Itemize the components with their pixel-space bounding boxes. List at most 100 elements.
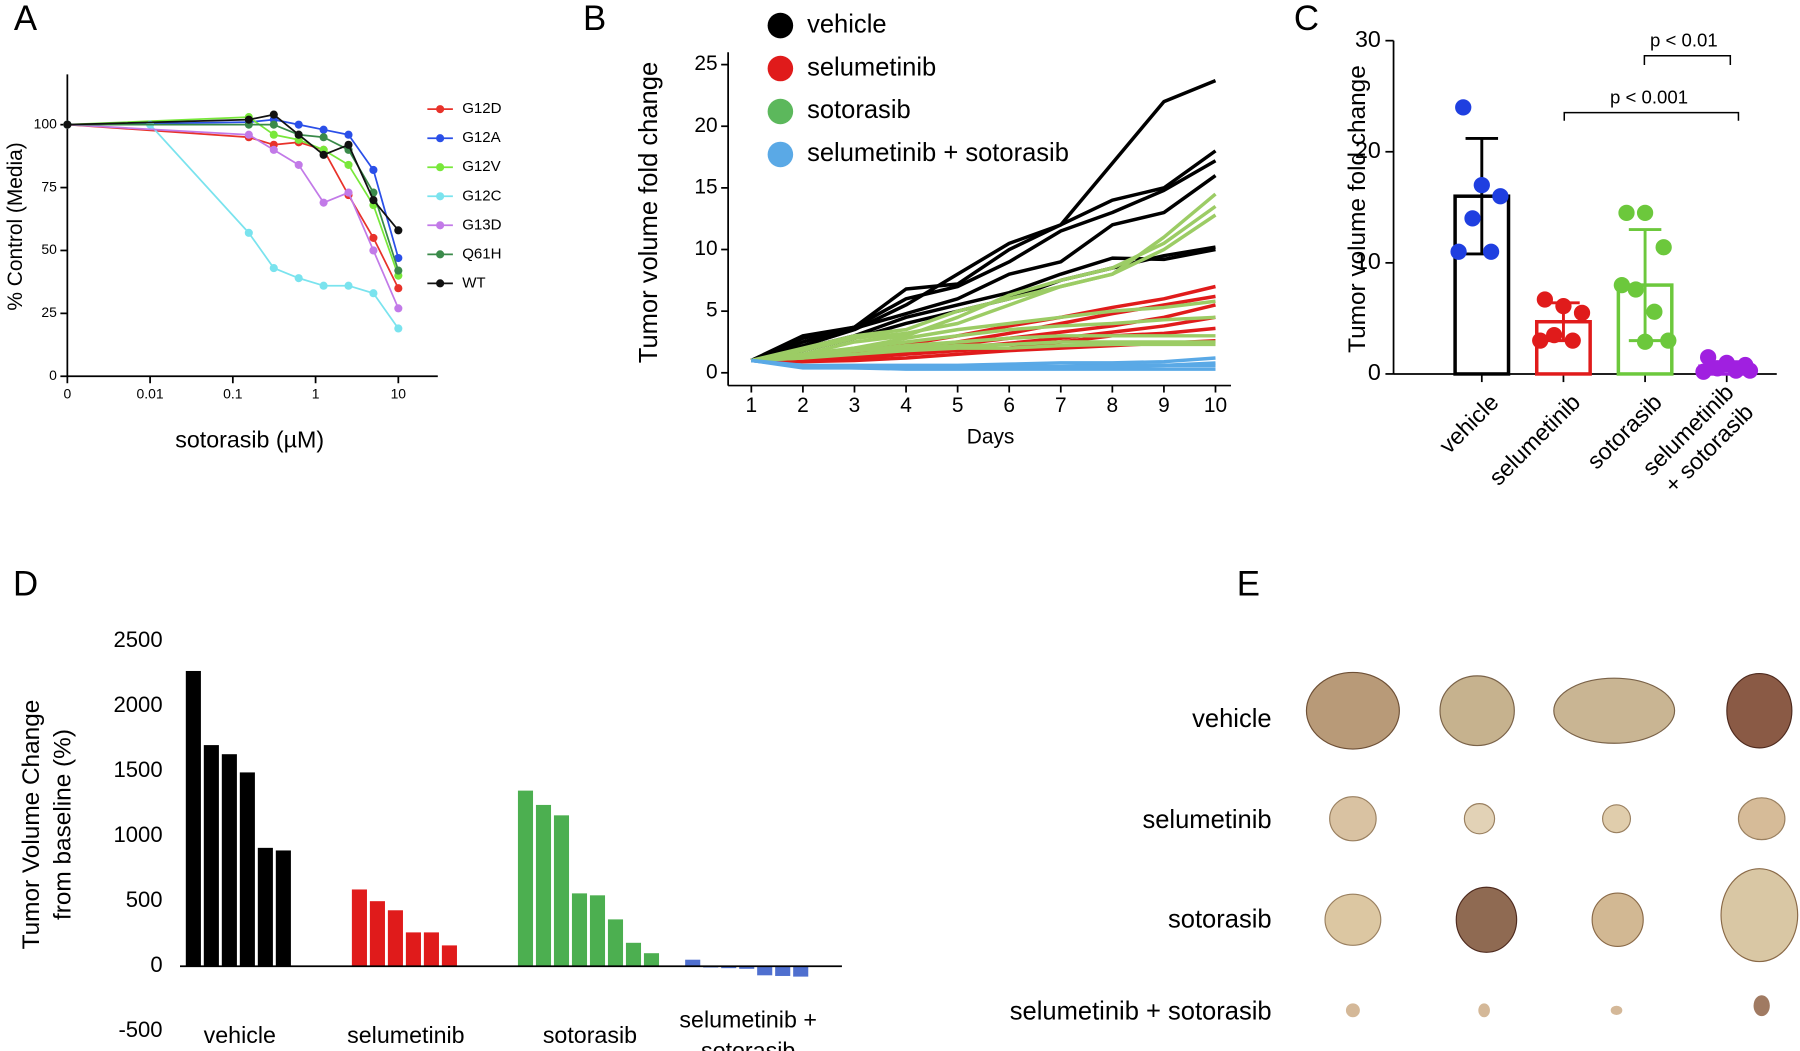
data-point	[1455, 99, 1472, 116]
y-tick-label: 2000	[114, 692, 163, 717]
data-point	[294, 130, 303, 139]
dose-line	[67, 123, 400, 309]
data-point	[394, 253, 403, 263]
data-point	[1482, 243, 1500, 260]
y-axis-label: from baseline (%)	[49, 729, 76, 920]
mouse-line	[751, 213, 1217, 363]
tumor	[1463, 803, 1496, 835]
x-tick-label: 2	[797, 394, 809, 417]
tumor	[1324, 893, 1382, 946]
x-tick-label: 10	[391, 386, 407, 402]
data-point	[319, 150, 328, 159]
x-tick-label: 5	[952, 394, 964, 417]
panel-letter: E	[1237, 565, 1260, 604]
legend-label: Q61H	[462, 245, 501, 262]
y-axis-label: Tumor volume fold change	[1344, 65, 1371, 353]
tumor	[1305, 671, 1400, 750]
data-point	[1555, 298, 1572, 315]
data-point	[319, 125, 328, 134]
data-point	[269, 120, 278, 129]
mouse-line	[751, 334, 1216, 363]
legend-label: selumetinib + sotorasib	[807, 139, 1069, 167]
y-tick-label: 50	[41, 241, 57, 257]
data-point	[244, 228, 253, 237]
data-point	[1532, 332, 1549, 349]
data-point	[369, 233, 378, 242]
y-tick-label: 20	[1355, 137, 1381, 163]
data-point	[1636, 333, 1654, 350]
y-tick-label: 5	[706, 299, 718, 322]
category-label: selumetinib	[347, 1022, 464, 1048]
bar	[221, 754, 237, 967]
legend-dot	[767, 12, 794, 39]
data-point	[1618, 204, 1635, 221]
bar	[589, 895, 606, 967]
x-tick-label: 9	[1158, 394, 1170, 417]
bar	[571, 893, 588, 967]
panel-letter: D	[13, 565, 38, 604]
row-label: vehicle	[1192, 705, 1271, 733]
y-tick-label: 0	[1368, 359, 1381, 385]
data-point	[1546, 326, 1563, 344]
data-point	[1573, 304, 1591, 321]
mouse-line	[750, 174, 1217, 363]
y-tick-label: 1000	[114, 822, 163, 847]
y-tick-label: 25	[41, 304, 57, 320]
tumor	[1602, 804, 1632, 834]
y-axis-label: % Control (Media)	[4, 142, 27, 310]
data-point	[1741, 362, 1759, 379]
x-tick-label: 7	[1055, 394, 1067, 417]
tumor	[1329, 796, 1377, 842]
tumor	[1737, 797, 1786, 841]
legend-dot	[436, 250, 445, 259]
data-point	[344, 281, 353, 290]
y-tick-label: 25	[694, 52, 717, 75]
data-point	[1655, 239, 1672, 256]
annotation: p < 0.01	[1650, 30, 1718, 51]
bar	[369, 901, 385, 967]
mouse-line	[751, 340, 1216, 363]
bar	[257, 847, 273, 967]
x-tick-label: 0.01	[137, 386, 164, 402]
x-tick-label: 6	[1003, 394, 1015, 417]
legend-label: G12C	[462, 187, 501, 204]
data-point	[1636, 204, 1654, 221]
legend-dot	[767, 141, 794, 168]
y-axis-label: Tumor volume fold change	[635, 62, 663, 363]
data-point	[1613, 276, 1630, 294]
y-tick-label: 2500	[114, 627, 163, 652]
row-label: selumetinib	[1142, 806, 1271, 834]
legend-label: WT	[462, 274, 485, 291]
data-point	[294, 120, 303, 129]
data-point	[344, 130, 353, 139]
bar	[643, 953, 660, 967]
category-label: vehicle	[204, 1022, 276, 1048]
x-tick-label: 3	[849, 394, 861, 417]
data-point	[394, 266, 403, 275]
tumor-photos	[1305, 671, 1799, 1018]
bar	[685, 959, 701, 967]
y-axis-label: Tumor Volume Change	[18, 700, 45, 950]
mouse-line	[751, 204, 1217, 363]
legend-label: G12A	[462, 129, 501, 146]
data-point	[1473, 176, 1490, 194]
legend-label: vehicle	[807, 10, 886, 38]
x-tick-label: 1	[312, 386, 320, 402]
bar	[793, 966, 809, 977]
data-point	[1727, 362, 1745, 379]
y-tick-label: -500	[118, 1017, 162, 1042]
x-tick-label: 1	[746, 394, 758, 417]
x-axis-label: sotorasib (µM)	[175, 426, 324, 452]
data-point	[369, 196, 378, 205]
bracket	[1563, 111, 1740, 121]
panel-letter: A	[14, 0, 38, 38]
bar	[535, 804, 552, 967]
data-point	[1627, 281, 1644, 298]
dose-line	[67, 113, 400, 231]
legend-dot	[436, 105, 445, 114]
y-tick-label: 0	[49, 367, 57, 383]
data-point	[394, 284, 403, 293]
legend-label: selumetinib	[807, 53, 936, 81]
data-point	[1450, 243, 1467, 260]
